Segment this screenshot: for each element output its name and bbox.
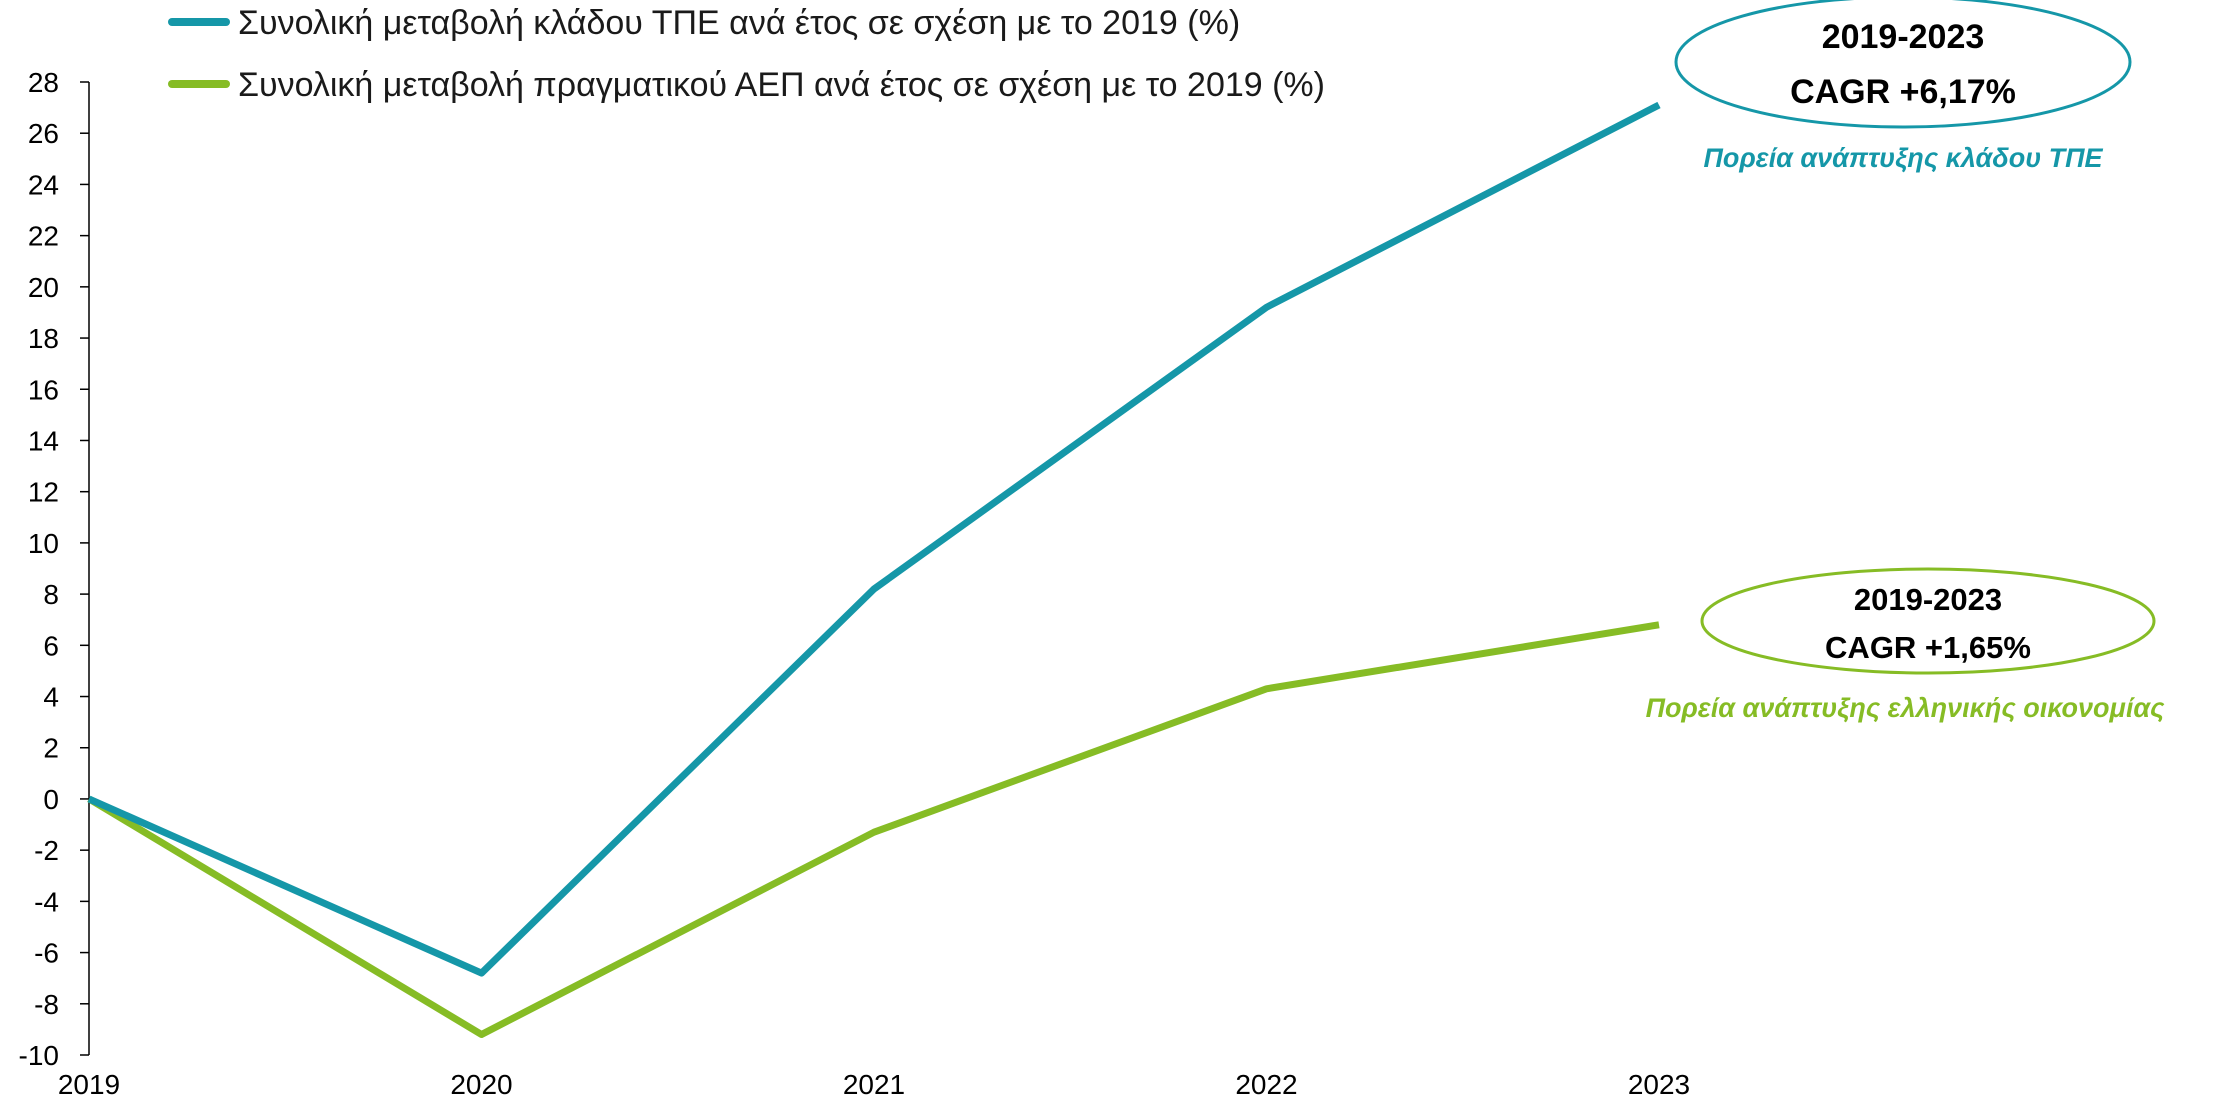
y-tick-label: -6 (34, 938, 59, 969)
y-tick-label: 0 (43, 784, 59, 815)
callout-ict-period: 2019-2023 (1822, 18, 1985, 56)
x-ticks: 2019 2020 2021 2022 2023 (58, 1069, 1690, 1098)
y-tick-label: 12 (28, 477, 59, 508)
x-tick-label: 2021 (843, 1069, 905, 1098)
y-tick-label: 24 (28, 169, 59, 200)
series-layer (87, 101, 1661, 1038)
y-tick-label: -8 (34, 989, 59, 1020)
callout-ict-note: Πορεία ανάπτυξης κλάδου ΤΠΕ (1703, 143, 2103, 173)
y-tick-label: 2 (43, 733, 59, 764)
y-tick-label: -10 (19, 1040, 59, 1071)
legend-label-gdp: Συνολική μεταβολή πραγματικού ΑΕΠ ανά έτ… (238, 66, 1325, 104)
callout-ict: 2019-2023 CAGR +6,17% Πορεία ανάπτυξης κ… (1674, 0, 2132, 173)
legend-label-ict: Συνολική μεταβολή κλάδου ΤΠΕ ανά έτος σε… (238, 4, 1240, 42)
x-tick-label: 2023 (1628, 1069, 1690, 1098)
y-tick-label: 22 (28, 221, 59, 252)
y-tick-label: 14 (28, 425, 59, 456)
y-tick-label: -4 (34, 886, 59, 917)
callout-ellipse-gdp (1700, 567, 2156, 675)
y-tick-label: 16 (28, 374, 59, 405)
legend: Συνολική μεταβολή κλάδου ΤΠΕ ανά έτος σε… (168, 4, 1325, 104)
y-tick-label: 20 (28, 272, 59, 303)
y-tick-label: 4 (43, 682, 59, 713)
series-line-ict (87, 101, 1661, 977)
callout-gdp: 2019-2023 CAGR +1,65% Πορεία ανάπτυξης ε… (1646, 567, 2165, 723)
y-tick-label: 10 (28, 528, 59, 559)
x-tick-label: 2022 (1235, 1069, 1297, 1098)
callout-ellipse-ict (1674, 0, 2132, 129)
y-tick-label: 18 (28, 323, 59, 354)
callout-ict-cagr: CAGR +6,17% (1790, 73, 2016, 111)
y-tick-label: 28 (28, 67, 59, 98)
x-tick-label: 2019 (58, 1069, 120, 1098)
x-tick-label: 2020 (450, 1069, 512, 1098)
y-tick-label: 26 (28, 118, 59, 149)
x-axis: 2019 2020 2021 2022 2023 (58, 1069, 1690, 1098)
y-tick-label: 6 (43, 630, 59, 661)
callout-gdp-cagr: CAGR +1,65% (1825, 630, 2031, 665)
callout-gdp-note: Πορεία ανάπτυξης ελληνικής οικονομίας (1646, 693, 2165, 723)
y-tick-label: 8 (43, 579, 59, 610)
y-tick-label: -2 (34, 835, 59, 866)
callout-gdp-period: 2019-2023 (1854, 582, 2002, 617)
series-line-gdp (87, 621, 1660, 1038)
